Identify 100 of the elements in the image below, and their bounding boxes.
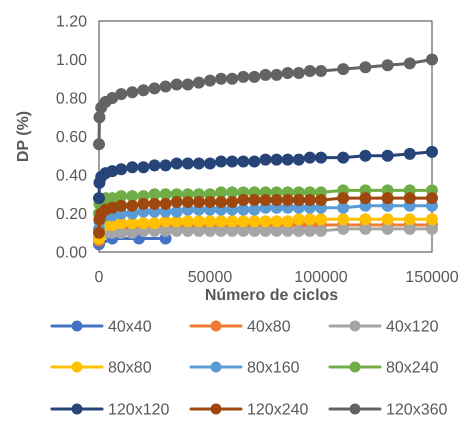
point — [282, 154, 294, 166]
point — [93, 192, 105, 204]
y-tick-label: 0.20 — [56, 206, 88, 224]
point — [204, 215, 216, 228]
point — [337, 192, 350, 204]
point — [426, 146, 438, 158]
point — [226, 196, 238, 208]
point — [126, 200, 138, 212]
legend-label: 120x240 — [247, 402, 308, 419]
y-tick-label: 1.00 — [56, 52, 88, 70]
point — [237, 70, 250, 83]
point — [182, 78, 194, 91]
point — [192, 157, 205, 170]
point — [404, 148, 416, 160]
y-tick-label: 0.60 — [56, 129, 88, 146]
point — [204, 157, 216, 170]
point — [215, 156, 228, 168]
point — [192, 215, 205, 228]
point — [215, 72, 228, 85]
point — [315, 194, 327, 206]
point — [282, 194, 294, 206]
point — [382, 150, 394, 162]
point — [170, 196, 183, 208]
point — [226, 156, 238, 168]
point — [382, 59, 394, 72]
legend-label: 120x360 — [386, 402, 448, 419]
point — [160, 159, 172, 172]
point — [148, 217, 160, 230]
point — [93, 138, 105, 150]
point — [304, 65, 316, 78]
point — [337, 222, 350, 235]
point — [359, 213, 372, 226]
point — [237, 194, 250, 206]
point — [126, 86, 138, 98]
point — [248, 215, 260, 228]
point — [337, 152, 350, 164]
point — [170, 157, 183, 170]
x-tick-label: 150000 — [405, 269, 459, 286]
point — [359, 192, 372, 204]
point — [237, 215, 250, 228]
point — [204, 196, 216, 208]
point — [93, 111, 106, 124]
x-tick-label: 0 — [94, 269, 104, 286]
point — [292, 213, 305, 226]
point — [137, 84, 150, 96]
point — [426, 54, 438, 66]
point — [260, 68, 272, 81]
point — [260, 154, 272, 166]
point — [148, 82, 160, 94]
point — [182, 196, 194, 208]
point — [337, 63, 350, 76]
point — [337, 213, 350, 226]
y-axis-title: DP (%) — [15, 110, 32, 162]
point — [115, 88, 128, 100]
point — [304, 194, 316, 206]
point — [270, 215, 283, 228]
point — [359, 61, 372, 74]
point — [248, 70, 260, 83]
point — [215, 215, 228, 228]
point — [382, 192, 394, 204]
x-axis-title: Número de ciclos — [204, 287, 338, 304]
point — [359, 150, 372, 162]
point — [426, 213, 438, 226]
legend-label: 40x40 — [108, 318, 152, 336]
y-tick-label: 1.20 — [56, 14, 88, 31]
point — [404, 213, 416, 226]
x-tick-label: 100000 — [294, 269, 348, 286]
point — [137, 217, 150, 230]
legend-label: 80x80 — [108, 360, 152, 377]
point — [304, 213, 316, 226]
point — [292, 224, 305, 237]
point — [148, 159, 160, 172]
y-tick-label: 0.00 — [56, 244, 88, 262]
point — [315, 224, 327, 237]
point — [270, 154, 283, 166]
point — [237, 156, 250, 168]
point — [137, 198, 150, 210]
point — [260, 194, 272, 206]
point — [115, 163, 128, 176]
point — [315, 152, 327, 164]
y-tick-label: 0.40 — [56, 168, 88, 185]
point — [226, 215, 238, 228]
point — [160, 80, 172, 92]
point — [315, 213, 327, 226]
point — [282, 66, 294, 79]
point — [292, 66, 305, 79]
point — [126, 161, 138, 174]
point — [248, 194, 260, 206]
x-tick-label: 50000 — [188, 269, 232, 286]
point — [248, 156, 260, 168]
point — [226, 72, 238, 85]
point — [404, 192, 416, 204]
point — [426, 222, 438, 235]
point — [304, 152, 316, 164]
point — [215, 196, 228, 208]
point — [192, 196, 205, 208]
point — [182, 215, 194, 228]
point — [192, 76, 205, 89]
point — [359, 222, 372, 235]
legend-label: 120x120 — [108, 402, 170, 419]
